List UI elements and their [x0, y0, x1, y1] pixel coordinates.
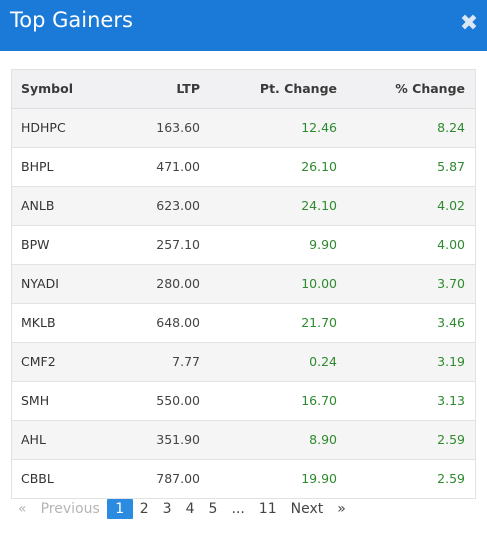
cell-ltp: 787.00 [122, 459, 200, 499]
cell-ltp: 163.60 [122, 108, 200, 148]
header-pct-change[interactable]: % Change [337, 70, 475, 109]
last-page-button[interactable]: » [337, 501, 346, 517]
cell-pct-change: 4.00 [337, 225, 475, 265]
cell-ltp: 623.00 [122, 186, 200, 226]
page-4-button[interactable]: 4 [185, 501, 195, 517]
table-row[interactable]: HDHPC 163.60 12.46 8.24 [12, 108, 475, 148]
header-symbol[interactable]: Symbol [12, 70, 122, 109]
cell-symbol: CMF2 [12, 342, 122, 382]
cell-pt-change: 16.70 [200, 381, 337, 421]
header-pt-change[interactable]: Pt. Change [200, 70, 337, 109]
cell-ltp: 7.77 [122, 342, 200, 382]
cell-pct-change: 2.59 [337, 459, 475, 499]
cell-pct-change: 2.59 [337, 420, 475, 460]
page-3-button[interactable]: 3 [162, 501, 172, 517]
pagination: « Previous 1 2 3 4 5 ... 11 Next » [11, 498, 353, 520]
page-2-button[interactable]: 2 [139, 501, 149, 517]
cell-symbol: BHPL [12, 147, 122, 187]
cell-symbol: AHL [12, 420, 122, 460]
table-row[interactable]: SMH 550.00 16.70 3.13 [12, 381, 475, 421]
cell-pct-change: 3.13 [337, 381, 475, 421]
cell-pt-change: 10.00 [200, 264, 337, 304]
header-ltp[interactable]: LTP [122, 70, 200, 109]
cell-ltp: 280.00 [122, 264, 200, 304]
cell-symbol: ANLB [12, 186, 122, 226]
table-row[interactable]: BHPL 471.00 26.10 5.87 [12, 147, 475, 187]
cell-ltp: 351.90 [122, 420, 200, 460]
cell-symbol: CBBL [12, 459, 122, 499]
top-gainers-table: Symbol LTP Pt. Change % Change HDHPC 163.… [11, 69, 476, 499]
cell-symbol: NYADI [12, 264, 122, 304]
cell-pct-change: 3.46 [337, 303, 475, 343]
cell-symbol: SMH [12, 381, 122, 421]
cell-pt-change: 12.46 [200, 108, 337, 148]
table-row[interactable]: CBBL 787.00 19.90 2.59 [12, 459, 475, 499]
cell-pt-change: 21.70 [200, 303, 337, 343]
next-page-button[interactable]: Next [290, 501, 324, 517]
page-1-button[interactable]: 1 [106, 499, 133, 519]
close-icon[interactable]: ✖ [459, 11, 479, 36]
cell-pct-change: 5.87 [337, 147, 475, 187]
cell-ltp: 550.00 [122, 381, 200, 421]
cell-symbol: HDHPC [12, 108, 122, 148]
table-row[interactable]: NYADI 280.00 10.00 3.70 [12, 264, 475, 304]
cell-pt-change: 24.10 [200, 186, 337, 226]
page-11-button[interactable]: 11 [258, 501, 277, 517]
pagination-ellipsis: ... [231, 501, 245, 517]
cell-pt-change: 9.90 [200, 225, 337, 265]
cell-pt-change: 19.90 [200, 459, 337, 499]
table-header-row: Symbol LTP Pt. Change % Change [12, 70, 475, 109]
cell-ltp: 648.00 [122, 303, 200, 343]
cell-pct-change: 3.70 [337, 264, 475, 304]
table-row[interactable]: AHL 351.90 8.90 2.59 [12, 420, 475, 460]
table-row[interactable]: CMF2 7.77 0.24 3.19 [12, 342, 475, 382]
first-page-button[interactable]: « [18, 501, 27, 517]
cell-symbol: MKLB [12, 303, 122, 343]
cell-pt-change: 8.90 [200, 420, 337, 460]
modal-title: Top Gainers [10, 8, 133, 32]
table-row[interactable]: MKLB 648.00 21.70 3.46 [12, 303, 475, 343]
cell-symbol: BPW [12, 225, 122, 265]
cell-ltp: 257.10 [122, 225, 200, 265]
cell-pct-change: 3.19 [337, 342, 475, 382]
table-row[interactable]: ANLB 623.00 24.10 4.02 [12, 186, 475, 226]
previous-page-button[interactable]: Previous [40, 501, 100, 517]
cell-ltp: 471.00 [122, 147, 200, 187]
modal-header: Top Gainers ✖ [0, 0, 487, 51]
cell-pt-change: 26.10 [200, 147, 337, 187]
table-row[interactable]: BPW 257.10 9.90 4.00 [12, 225, 475, 265]
cell-pct-change: 8.24 [337, 108, 475, 148]
page-5-button[interactable]: 5 [208, 501, 218, 517]
cell-pct-change: 4.02 [337, 186, 475, 226]
cell-pt-change: 0.24 [200, 342, 337, 382]
